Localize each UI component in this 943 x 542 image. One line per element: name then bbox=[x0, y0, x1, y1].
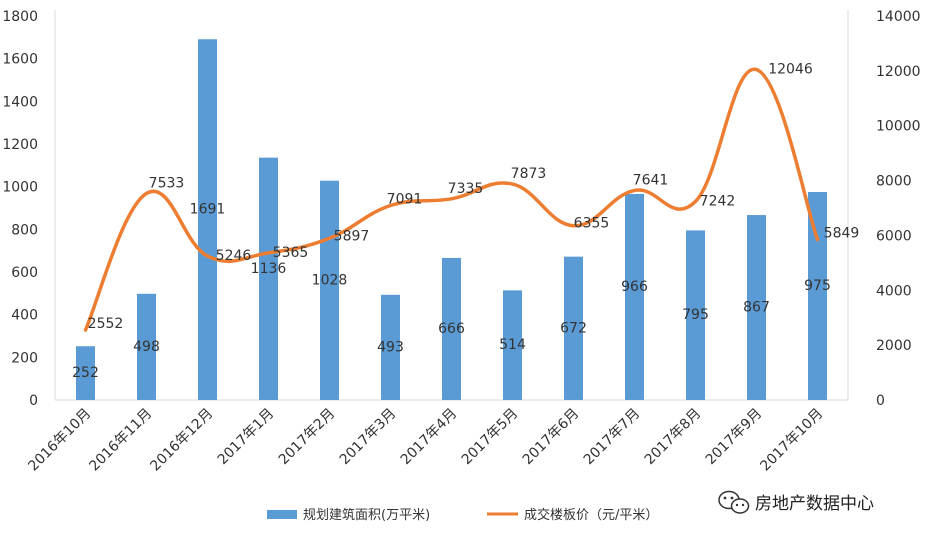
bar-value-label: 252 bbox=[72, 365, 99, 381]
line-value-label: 5849 bbox=[824, 226, 860, 242]
line-value-label: 7873 bbox=[511, 166, 547, 182]
wechat-icon bbox=[718, 490, 750, 514]
right-axis-ticks: 0 2000 4000 6000 8000 10000 12000 14000 bbox=[876, 9, 921, 409]
bar-value-label: 514 bbox=[499, 337, 526, 353]
right-tick-label: 4000 bbox=[876, 283, 912, 299]
right-tick-label: 14000 bbox=[876, 9, 921, 25]
x-tick-label: 2016年11月 bbox=[86, 406, 155, 475]
data-labels: 252 498 1691 1136 1028 493 666 514 672 966 795 867 9… bbox=[72, 62, 859, 382]
right-tick-label: 10000 bbox=[876, 119, 921, 135]
bar-series bbox=[76, 39, 827, 401]
right-tick-label: 8000 bbox=[876, 174, 912, 190]
legend-bar-label: 规划建筑面积(万平米) bbox=[303, 507, 430, 523]
line-value-label: 2552 bbox=[88, 316, 124, 332]
left-tick-label: 200 bbox=[11, 350, 38, 366]
line-value-label: 7242 bbox=[700, 193, 736, 209]
left-tick-label: 1400 bbox=[2, 94, 38, 110]
legend-bar-swatch bbox=[267, 510, 297, 519]
right-tick-label: 0 bbox=[876, 393, 885, 409]
bar-value-label: 975 bbox=[804, 278, 831, 294]
line-value-label: 5365 bbox=[273, 245, 309, 261]
bar-value-label: 666 bbox=[438, 321, 465, 337]
legend-line-label: 成交楼板价（元/平米） bbox=[524, 507, 658, 523]
line-value-label: 6355 bbox=[574, 216, 610, 232]
x-tick-label: 2017年9月 bbox=[703, 406, 766, 469]
line-value-label: 7335 bbox=[448, 181, 484, 197]
right-tick-label: 6000 bbox=[876, 228, 912, 244]
bar bbox=[137, 293, 156, 400]
bar-value-label: 1028 bbox=[312, 272, 348, 288]
brand-name: 房地产数据中心 bbox=[755, 494, 874, 514]
bar bbox=[503, 290, 522, 400]
line-value-label: 7091 bbox=[387, 192, 423, 208]
line-value-label: 7533 bbox=[149, 175, 185, 191]
left-tick-label: 600 bbox=[11, 265, 38, 281]
bar-value-label: 1136 bbox=[251, 261, 287, 277]
bar bbox=[381, 294, 400, 400]
bar-value-label: 672 bbox=[560, 320, 587, 336]
line-value-label: 5897 bbox=[334, 228, 370, 244]
line-value-label: 7641 bbox=[633, 172, 669, 188]
x-axis-ticks: 2016年10月2016年11月2016年12月2017年1月2017年2月20… bbox=[25, 406, 826, 475]
bar-value-label: 493 bbox=[377, 339, 404, 355]
left-tick-label: 0 bbox=[29, 393, 38, 409]
x-tick-label: 2017年2月 bbox=[276, 406, 339, 469]
line-value-label: 5246 bbox=[216, 248, 252, 264]
bar bbox=[442, 257, 461, 400]
x-tick-label: 2016年12月 bbox=[147, 406, 216, 475]
x-tick-label: 2017年3月 bbox=[337, 406, 400, 469]
x-tick-label: 2017年10月 bbox=[757, 406, 826, 475]
line-value-label: 12046 bbox=[768, 62, 813, 78]
x-tick-label: 2017年8月 bbox=[642, 406, 705, 469]
x-tick-label: 2017年4月 bbox=[398, 406, 461, 469]
bar bbox=[198, 39, 217, 401]
left-tick-label: 800 bbox=[11, 222, 38, 238]
right-tick-label: 2000 bbox=[876, 338, 912, 354]
brand-watermark: 房地产数据中心 bbox=[718, 490, 874, 514]
line-series bbox=[83, 67, 820, 332]
bar bbox=[320, 180, 339, 400]
x-tick-label: 2016年10月 bbox=[25, 406, 94, 475]
bar bbox=[747, 215, 766, 400]
left-tick-label: 1200 bbox=[2, 137, 38, 153]
bar bbox=[76, 346, 95, 400]
x-tick-label: 2017年6月 bbox=[520, 406, 583, 469]
left-tick-label: 1000 bbox=[2, 180, 38, 196]
bar-value-label: 966 bbox=[621, 279, 648, 295]
bar bbox=[564, 256, 583, 400]
bar bbox=[686, 230, 705, 400]
bar bbox=[808, 192, 827, 400]
x-tick-label: 2017年5月 bbox=[459, 406, 522, 469]
bar bbox=[259, 157, 278, 400]
left-axis-ticks: 0 200 400 600 800 1000 1200 1400 1600 1800 bbox=[2, 9, 38, 409]
left-tick-label: 1600 bbox=[2, 52, 38, 68]
bar-value-label: 867 bbox=[743, 300, 770, 316]
bar-value-label: 795 bbox=[682, 307, 709, 323]
price-line bbox=[83, 67, 820, 332]
bar bbox=[625, 193, 644, 400]
right-tick-label: 12000 bbox=[876, 64, 921, 80]
left-tick-label: 400 bbox=[11, 308, 38, 324]
x-tick-label: 2017年1月 bbox=[215, 406, 278, 469]
bar-value-label: 498 bbox=[133, 339, 160, 355]
legend: 规划建筑面积(万平米) 成交楼板价（元/平米） bbox=[267, 507, 658, 523]
bar-value-label: 1691 bbox=[190, 202, 226, 218]
left-tick-label: 1800 bbox=[2, 9, 38, 25]
x-tick-label: 2017年7月 bbox=[581, 406, 644, 469]
